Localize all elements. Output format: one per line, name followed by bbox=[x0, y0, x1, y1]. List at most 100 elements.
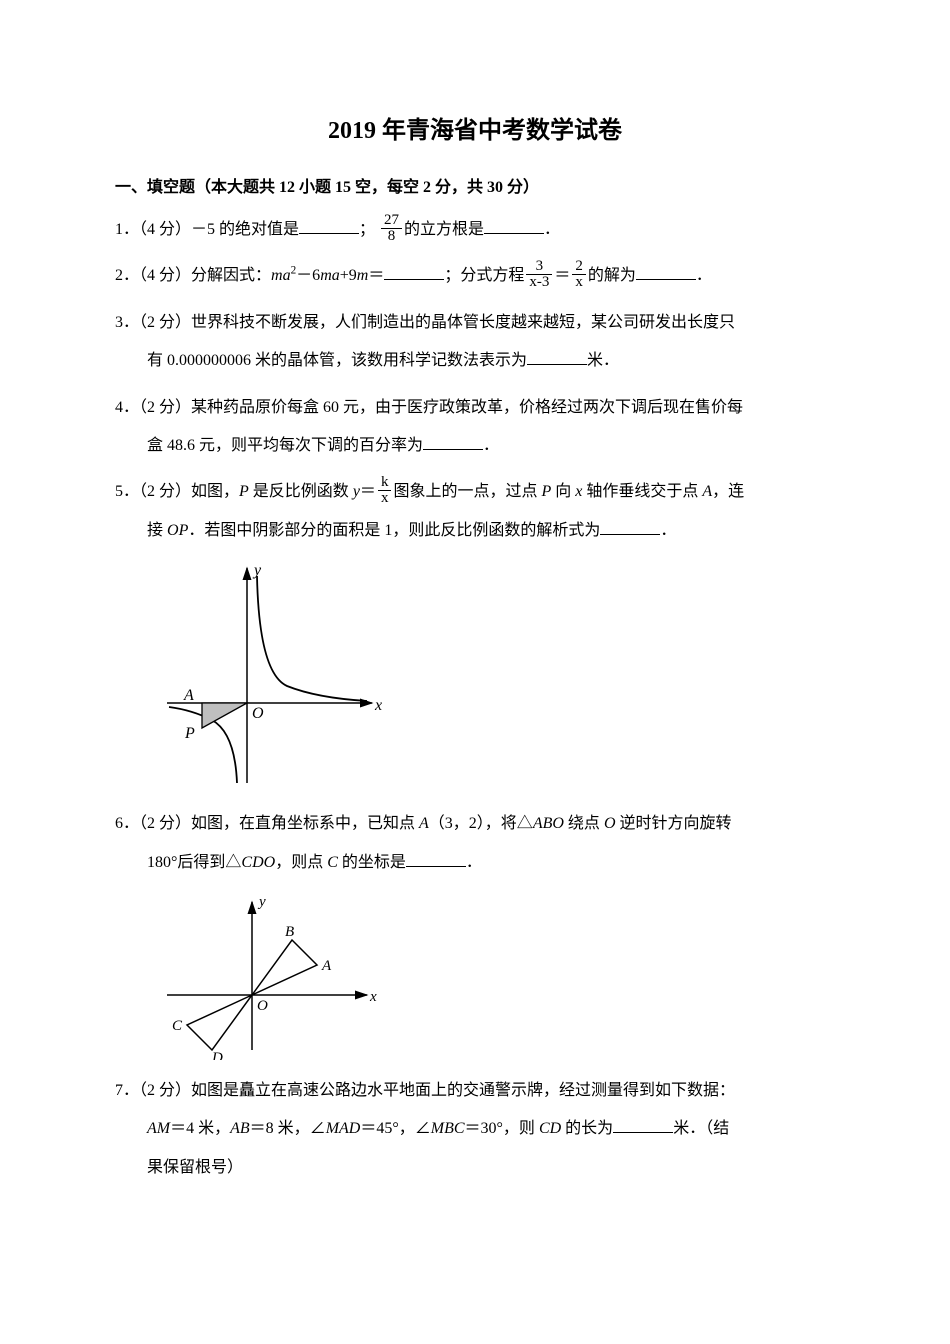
question-3: 3．（2 分）世界科技不断发展，人们制造出的晶体管长度越来越短，某公司研发出长度… bbox=[115, 304, 835, 381]
q6-l1d: ABO bbox=[533, 815, 564, 832]
fig1-O-label: O bbox=[252, 705, 264, 722]
fig2-D: D bbox=[211, 1050, 223, 1060]
q5-l2c: ．若图中阴影部分的面积是 1，则此反比例函数的解析式为 bbox=[188, 522, 600, 539]
q6-l1e: 绕点 bbox=[564, 815, 604, 832]
q2-blank-2 bbox=[636, 263, 696, 281]
fig1-x-label: x bbox=[374, 697, 382, 714]
q2-text-c: 的解为 bbox=[588, 267, 636, 284]
q2-f2-den: x bbox=[572, 275, 586, 290]
q2-f1-den: x-3 bbox=[526, 275, 552, 290]
q2-text-b: ；分式方程 bbox=[444, 267, 524, 284]
q6-line1: 6．（2 分）如图，在直角坐标系中，已知点 A（3，2），将△ABO 绕点 O … bbox=[115, 805, 835, 843]
q6-l1g: 逆时针方向旋转 bbox=[616, 815, 732, 832]
q6-l2d: C bbox=[327, 854, 338, 871]
q1-blank-1 bbox=[299, 216, 359, 234]
q2-f1-num: 3 bbox=[526, 259, 552, 275]
q3-l2b: 米． bbox=[587, 352, 619, 369]
q6-l1c: （3，2），将△ bbox=[429, 815, 533, 832]
q2-expr-f: ＝ bbox=[368, 267, 384, 284]
figure-q6: y x A B C D O bbox=[157, 890, 835, 1060]
q2-text-a: 2．（4 分）分解因式： bbox=[115, 267, 271, 284]
q2-expr-e: m bbox=[357, 267, 369, 284]
q3-blank bbox=[527, 348, 587, 366]
q1-text-a: 1．（4 分）－5 的绝对值是 bbox=[115, 221, 299, 238]
question-4: 4．（2 分）某种药品原价每盒 60 元，由于医疗政策改革，价格经过两次下调后现… bbox=[115, 389, 835, 466]
q3-line1: 3．（2 分）世界科技不断发展，人们制造出的晶体管长度越来越短，某公司研发出长度… bbox=[115, 304, 835, 342]
figure-q5: y x A P O bbox=[157, 558, 835, 793]
q7-l2j: 的长为 bbox=[561, 1120, 613, 1137]
q7-l2k: 米．（结 bbox=[673, 1120, 729, 1137]
q6-l2e: 的坐标是 bbox=[338, 854, 406, 871]
q2-text-d: ． bbox=[696, 267, 712, 284]
q1-text-b: ； bbox=[359, 221, 375, 238]
q5-l1c: 是反比例函数 bbox=[249, 483, 353, 500]
q5-l1e: ＝ bbox=[360, 483, 376, 500]
fig2-B: B bbox=[285, 924, 294, 940]
question-5: 5．（2 分）如图，P 是反比例函数 y＝kx图象上的一点，过点 P 向 x 轴… bbox=[115, 473, 835, 550]
q5-blank bbox=[600, 517, 660, 535]
q1-text-d: ． bbox=[544, 221, 560, 238]
q2-frac-2: 2x bbox=[572, 259, 586, 290]
question-1: 1．（4 分）－5 的绝对值是 ； 278的立方根是 ． bbox=[115, 211, 835, 249]
q7-l2c: AB bbox=[230, 1120, 250, 1137]
q7-line2: AM＝4 米，AB＝8 米，∠MAD＝45°，∠MBC＝30°，则 CD 的长为… bbox=[115, 1110, 835, 1148]
fig2-y: y bbox=[257, 894, 266, 910]
q5-l2b: OP bbox=[167, 522, 188, 539]
q7-l2a: AM bbox=[147, 1120, 170, 1137]
q5-l1j: 轴作垂线交于点 bbox=[582, 483, 702, 500]
q5-l2a: 接 bbox=[147, 522, 167, 539]
q5-l1h: 向 bbox=[551, 483, 575, 500]
q7-blank bbox=[613, 1116, 673, 1134]
q7-l2b: ＝4 米， bbox=[170, 1120, 230, 1137]
q5-fn: k bbox=[378, 475, 392, 491]
fig2-O: O bbox=[257, 998, 268, 1014]
q5-svg: y x A P O bbox=[157, 558, 387, 793]
q5-l1g: P bbox=[541, 483, 551, 500]
q2-frac-1: 3x-3 bbox=[526, 259, 552, 290]
q3-line2: 有 0.000000006 米的晶体管，该数用科学记数法表示为米． bbox=[115, 342, 835, 380]
q1-frac-den: 8 bbox=[381, 229, 402, 244]
q6-l2f: ． bbox=[466, 854, 482, 871]
fig1-A-label: A bbox=[183, 687, 194, 704]
q6-svg: y x A B C D O bbox=[157, 890, 382, 1060]
section-header: 一、填空题（本大题共 12 小题 15 空，每空 2 分，共 30 分） bbox=[115, 173, 835, 197]
q7-l2h: ＝30°，则 bbox=[465, 1120, 539, 1137]
q5-l1f: 图象上的一点，过点 bbox=[393, 483, 541, 500]
q5-frac: kx bbox=[378, 475, 392, 506]
question-7: 7．（2 分）如图是矗立在高速公路边水平地面上的交通警示牌，经过测量得到如下数据… bbox=[115, 1072, 835, 1187]
q2-expr-a: ma bbox=[271, 267, 291, 284]
q5-l1k: A bbox=[702, 483, 712, 500]
q6-l2c: ，则点 bbox=[275, 854, 327, 871]
q5-l1d: y bbox=[353, 483, 360, 500]
q5-line2: 接 OP．若图中阴影部分的面积是 1，则此反比例函数的解析式为． bbox=[115, 512, 835, 550]
fig1-P-label: P bbox=[184, 725, 195, 742]
q2-blank-1 bbox=[384, 263, 444, 281]
q2-eq: ＝ bbox=[554, 267, 570, 284]
q7-l2g: MBC bbox=[431, 1120, 465, 1137]
question-2: 2．（4 分）分解因式：ma2－6ma+9m＝；分式方程3x-3＝2x的解为． bbox=[115, 257, 835, 295]
q1-text-c: 的立方根是 bbox=[404, 221, 484, 238]
question-6: 6．（2 分）如图，在直角坐标系中，已知点 A（3，2），将△ABO 绕点 O … bbox=[115, 805, 835, 882]
q6-l2a: 180°后得到△ bbox=[147, 854, 241, 871]
q1-frac-num: 27 bbox=[381, 213, 402, 229]
q2-f2-num: 2 bbox=[572, 259, 586, 275]
fig2-A: A bbox=[321, 958, 332, 974]
q6-l1a: 6．（2 分）如图，在直角坐标系中，已知点 bbox=[115, 815, 419, 832]
q7-line3: 果保留根号） bbox=[115, 1149, 835, 1187]
q7-l2e: MAD bbox=[326, 1120, 361, 1137]
q2-expr-b: －6 bbox=[296, 267, 320, 284]
fig1-y-label: y bbox=[252, 562, 262, 579]
q5-l1b: P bbox=[239, 483, 249, 500]
q5-fd: x bbox=[378, 491, 392, 506]
q5-l1a: 5．（2 分）如图， bbox=[115, 483, 239, 500]
q5-l1l: ，连 bbox=[712, 483, 744, 500]
q7-line1: 7．（2 分）如图是矗立在高速公路边水平地面上的交通警示牌，经过测量得到如下数据… bbox=[115, 1072, 835, 1110]
q4-l2b: ． bbox=[483, 437, 499, 454]
q7-l2i: CD bbox=[539, 1120, 561, 1137]
fig2-C: C bbox=[172, 1018, 183, 1034]
q2-expr-c: ma bbox=[320, 267, 340, 284]
q4-blank bbox=[423, 432, 483, 450]
q4-line1: 4．（2 分）某种药品原价每盒 60 元，由于医疗政策改革，价格经过两次下调后现… bbox=[115, 389, 835, 427]
q6-l2b: CDO bbox=[241, 854, 275, 871]
q4-line2: 盒 48.6 元，则平均每次下调的百分率为． bbox=[115, 427, 835, 465]
